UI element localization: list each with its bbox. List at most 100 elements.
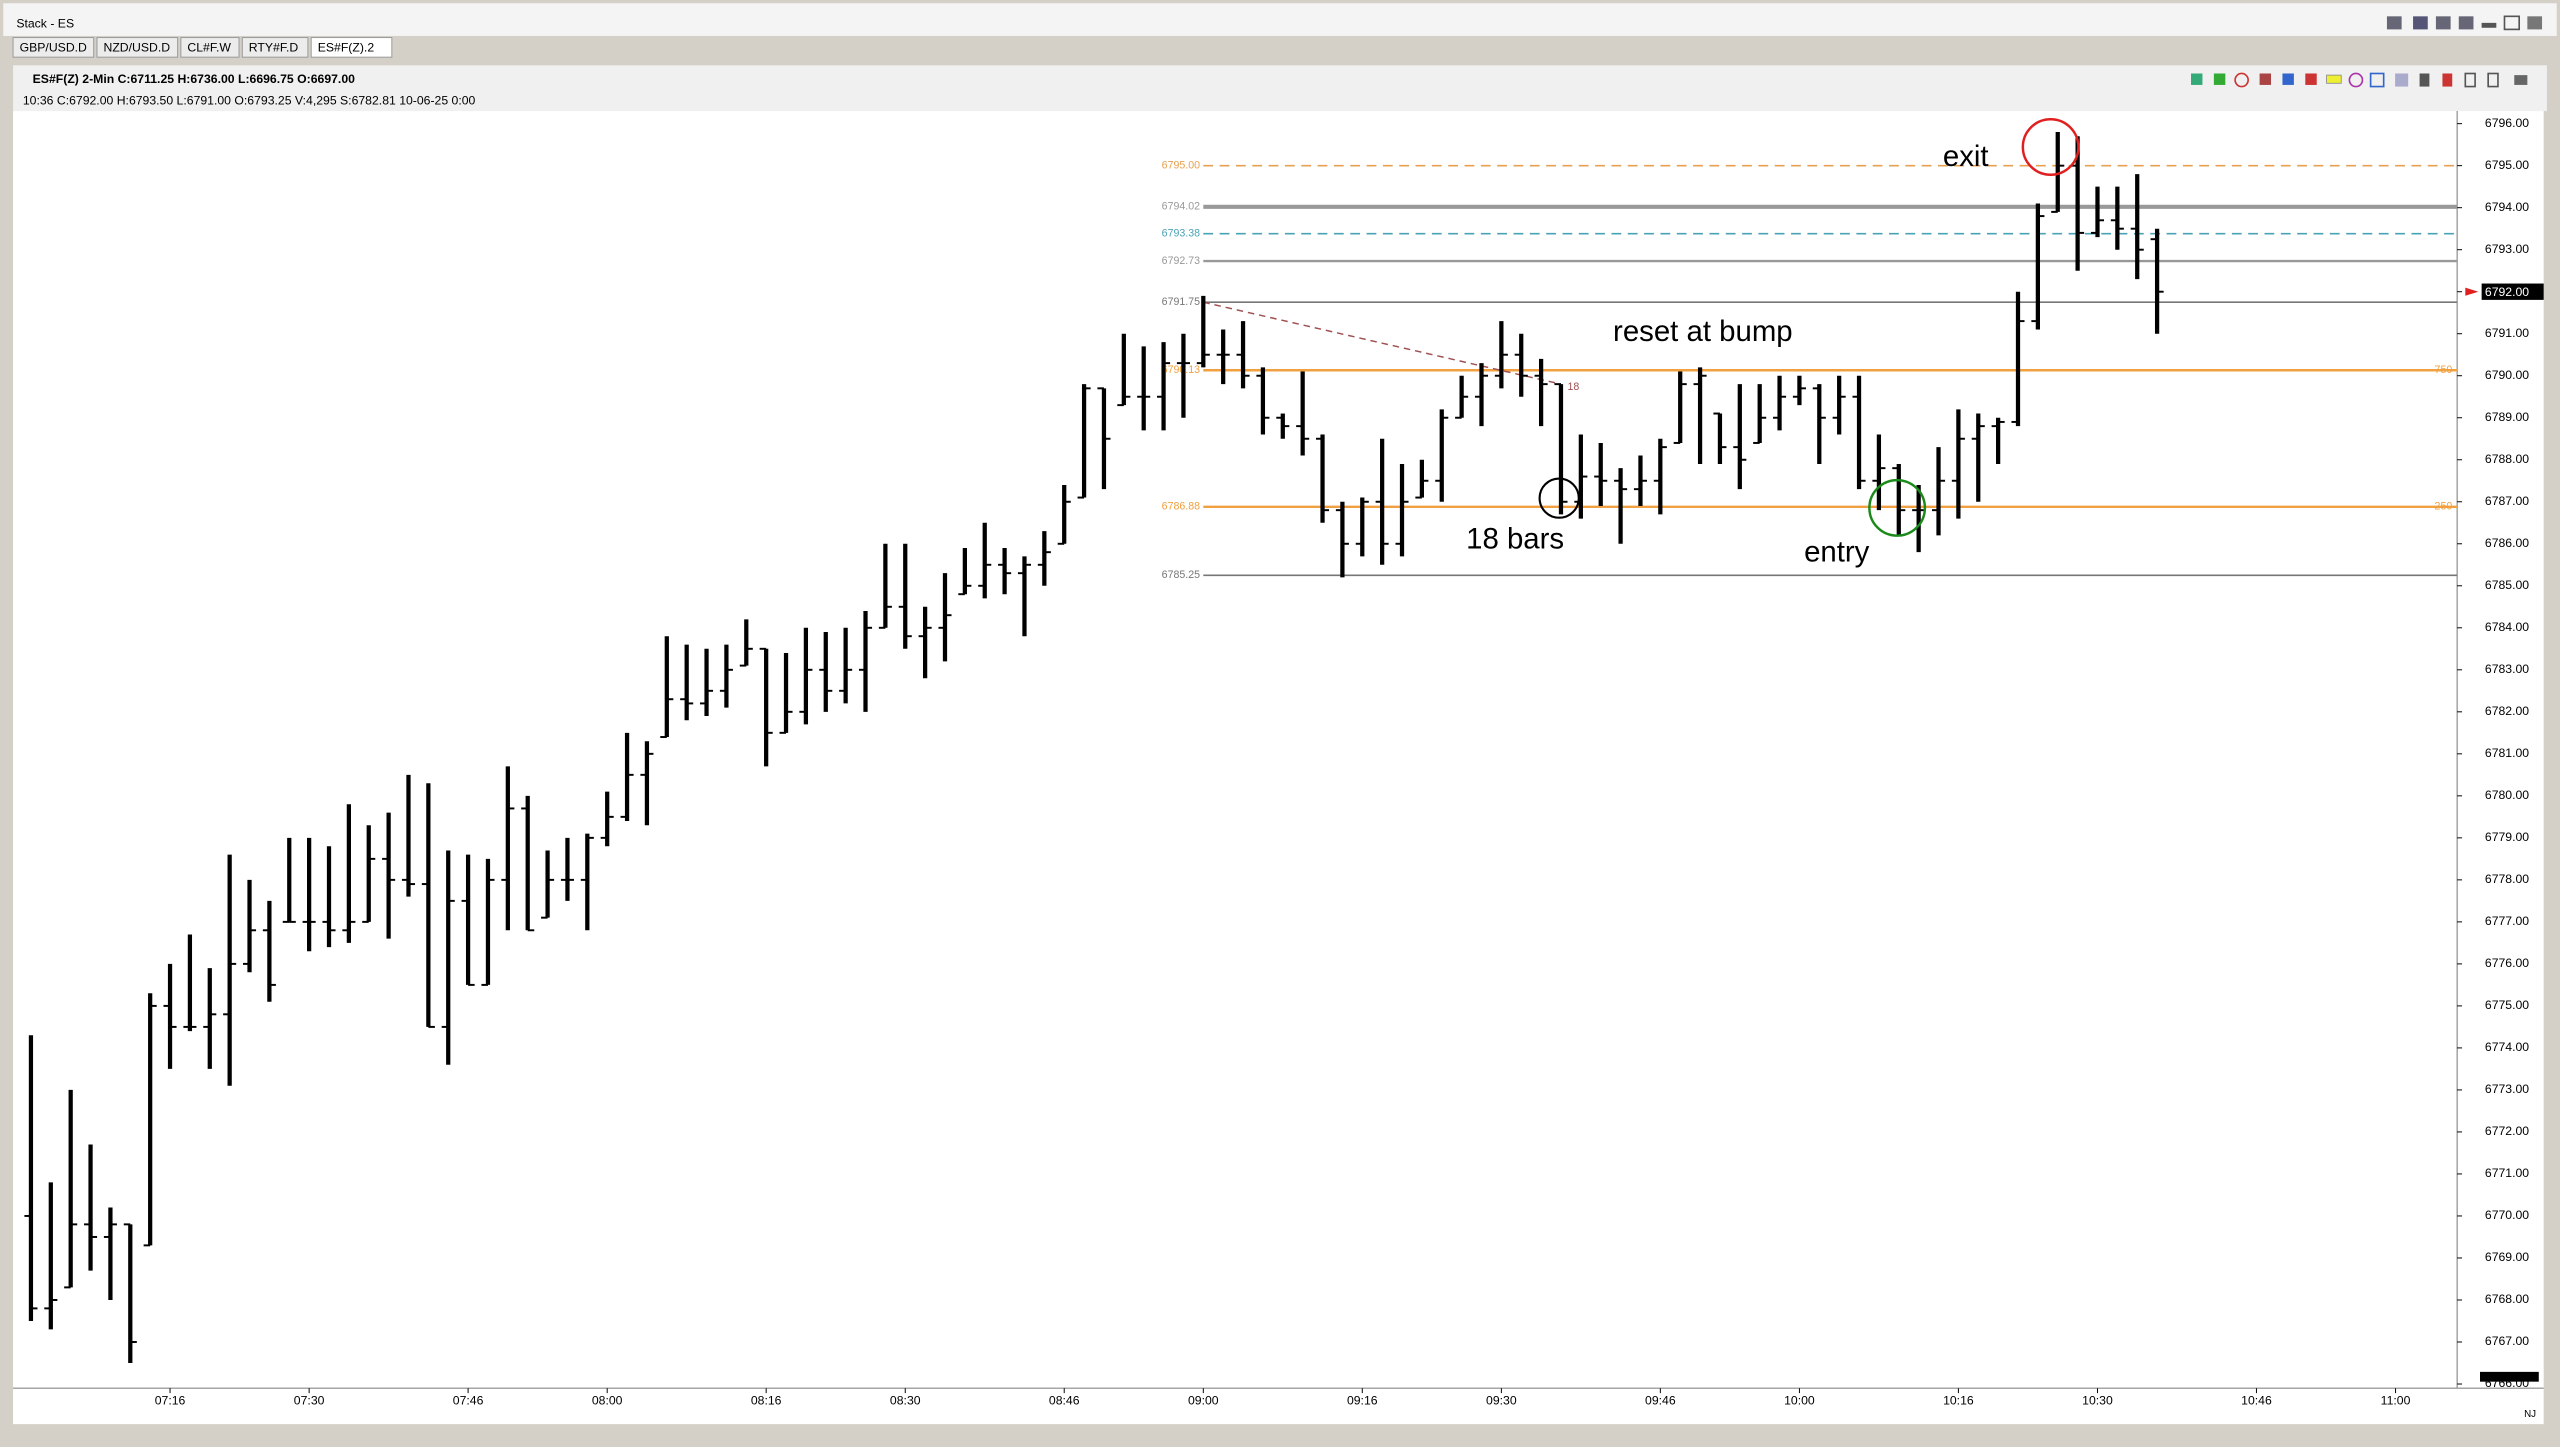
tab[interactable] (310, 37, 393, 58)
y-tick-label: 6784.00 (2485, 620, 2529, 634)
time-axis (13, 1388, 2544, 1425)
y-tick-label: 6793.00 (2485, 242, 2529, 256)
tool-icon[interactable] (2234, 72, 2249, 88)
header-line: ES#F(Z) 2-Min C:6711.25 H:6736.00 L:6696… (33, 72, 355, 86)
tool-icon[interactable] (2326, 74, 2342, 84)
x-tick-label: 09:00 (1188, 1394, 1219, 1408)
y-tick-label: 6777.00 (2485, 914, 2529, 928)
window-button[interactable] (2458, 16, 2474, 30)
window-button[interactable] (2386, 16, 2402, 30)
x-tick-label: 07:30 (294, 1394, 325, 1408)
annotation: reset at bump (1613, 315, 1793, 348)
y-tick-label: 6776.00 (2485, 956, 2529, 970)
tool-icon[interactable] (2259, 73, 2272, 85)
tab-label[interactable]: CL#F.W (187, 40, 231, 54)
x-tick-label: 07:16 (155, 1394, 186, 1408)
x-tick-label: 09:30 (1486, 1394, 1517, 1408)
x-tick-label: 09:16 (1347, 1394, 1378, 1408)
tab-label[interactable]: ES#F(Z).2 (318, 40, 375, 54)
last-price-label: 6792.00 (2485, 285, 2529, 299)
level-label: 6795.00 (1162, 159, 1200, 171)
level-label: 6785.25 (1162, 569, 1200, 581)
window-buttons (2386, 15, 2543, 31)
y-tick-label: 6773.00 (2485, 1082, 2529, 1096)
window-button[interactable] (2435, 16, 2451, 30)
tab-label[interactable]: RTY#F.D (249, 40, 299, 54)
tool-icon[interactable] (2514, 75, 2528, 85)
level-label: 6790.13 (1162, 364, 1200, 376)
trendline-label: 18 (1568, 381, 1580, 393)
window-button[interactable] (2503, 15, 2520, 31)
tool-icon[interactable] (2464, 72, 2476, 88)
x-tick-label: 10:16 (1943, 1394, 1974, 1408)
toolbar (2191, 72, 2528, 88)
x-tick-label: 11:00 (2381, 1394, 2411, 1408)
y-tick-label: 6781.00 (2485, 746, 2529, 760)
window-title: Stack - ES (16, 17, 74, 31)
tool-icon[interactable] (2348, 72, 2364, 88)
tool-icon[interactable] (2282, 73, 2294, 85)
y-tick-label: 6771.00 (2485, 1166, 2529, 1180)
tool-icon[interactable] (2487, 72, 2499, 88)
x-tick-label: 10:46 (2241, 1394, 2272, 1408)
tab[interactable] (180, 37, 240, 58)
y-tick-label: 6772.00 (2485, 1124, 2529, 1138)
tab-label[interactable]: NZD/USD.D (104, 40, 171, 54)
y-tick-label: 6780.00 (2485, 788, 2529, 802)
title-bar (3, 3, 2557, 36)
tab[interactable] (96, 37, 179, 58)
x-tick-label: 08:46 (1049, 1394, 1080, 1408)
y-tick-label: 6769.00 (2485, 1250, 2529, 1264)
window-button[interactable] (2481, 22, 2497, 28)
y-tick-label: 6778.00 (2485, 872, 2529, 886)
x-tick-label: 10:30 (2082, 1394, 2113, 1408)
level-right-label: 750 (2435, 364, 2453, 376)
corner-label: NJ (2524, 1409, 2536, 1420)
y-tick-label: 6796.00 (2485, 116, 2529, 130)
window-button[interactable] (2527, 16, 2543, 30)
tool-icon[interactable] (2419, 73, 2430, 87)
level-label: 6792.73 (1162, 255, 1200, 267)
price-axis (2457, 111, 2544, 1389)
entry-circle (1868, 478, 1927, 537)
level-label: 6791.75 (1162, 296, 1200, 308)
x-tick-label: 08:00 (592, 1394, 623, 1408)
tool-icon[interactable] (2395, 73, 2409, 87)
level-right-label: 250 (2435, 501, 2453, 513)
tab-strip: GBP/USD.D NZD/USD.D CL#F.W RTY#F.D ES#F(Z).2 (12, 37, 393, 58)
y-tick-label: 6775.00 (2485, 998, 2529, 1012)
y-tick-label: 6794.00 (2485, 200, 2529, 214)
trendline (1203, 301, 1562, 385)
tool-icon[interactable] (2213, 73, 2226, 85)
level-label: 6786.88 (1162, 501, 1200, 513)
y-tick-label: 6786.00 (2485, 536, 2529, 550)
y-tick-label: 6789.00 (2485, 410, 2529, 424)
annotation: entry (1804, 535, 1870, 568)
window-button[interactable] (2413, 16, 2428, 30)
y-tick-label: 6795.00 (2485, 158, 2529, 172)
tool-icon[interactable] (2305, 73, 2317, 85)
tool-icon[interactable] (2442, 73, 2453, 87)
tool-icon[interactable] (2191, 73, 2203, 85)
y-tick-label: 6791.00 (2485, 326, 2529, 340)
x-tick-label: 10:00 (1784, 1394, 1815, 1408)
y-tick-label: 6767.00 (2485, 1334, 2529, 1348)
last-price-box (2481, 283, 2544, 300)
x-tick-label: 09:46 (1645, 1394, 1676, 1408)
tab[interactable] (241, 37, 309, 58)
chart-layer: 6766.00 6767.00 6768.00 6769.00 6770.00 6771.… (24, 116, 2544, 1408)
header-line: 10:36 C:6792.00 H:6793.50 L:6791.00 O:67… (23, 93, 476, 107)
y-tick-label: 6766.00 (2485, 1376, 2529, 1390)
tool-icon[interactable] (2369, 72, 2385, 88)
annotation: 18 bars (1466, 522, 1564, 555)
level-label: 6794.02 (1162, 201, 1200, 213)
y-tick-label: 6788.00 (2485, 452, 2529, 466)
tab[interactable] (12, 37, 95, 58)
y-tick-label: 6779.00 (2485, 830, 2529, 844)
tab-label[interactable]: GBP/USD.D (20, 40, 87, 54)
annotation: exit (1943, 140, 1989, 173)
y-tick-label: 6782.00 (2485, 704, 2529, 718)
scale-marker (2480, 1371, 2539, 1382)
